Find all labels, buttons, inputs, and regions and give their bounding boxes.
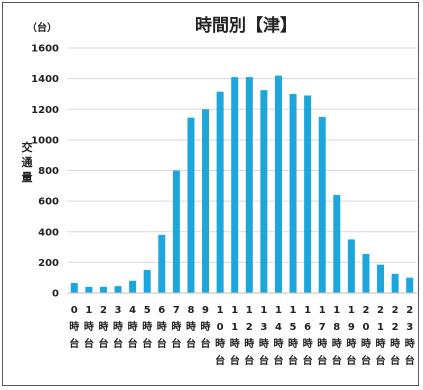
bar-19時台 <box>347 239 355 293</box>
bar-18時台 <box>333 195 341 293</box>
bar-10時台 <box>216 91 224 293</box>
y-axis-label-char: 交 <box>22 140 33 154</box>
y-tick-label: 1200 <box>31 105 59 116</box>
chart-title: 時間別【津】 <box>195 15 297 36</box>
y-tick-label: 200 <box>38 258 59 269</box>
y-tick-label: 0 <box>52 289 59 300</box>
y-tick-label: 400 <box>38 227 59 238</box>
x-tick-label: 9 時台 <box>201 305 211 350</box>
bar-0時台 <box>70 283 78 293</box>
x-tick-label: 8 時台 <box>186 305 196 350</box>
bar-17時台 <box>318 116 326 293</box>
y-axis-label-char: 通 <box>22 156 33 169</box>
bar-chart: 時間別【津】 （台） 交通量 0 200 400 600 800 1000 1200 1400… <box>22 15 417 367</box>
bar-2時台 <box>99 286 107 293</box>
x-tick-label: 2 時台 <box>98 305 108 350</box>
x-tick-label: 1 8 時台 <box>332 305 342 367</box>
x-tick-label: 2 2 時台 <box>390 305 400 367</box>
bar-22時台 <box>391 273 399 293</box>
x-tick-labels: 0 時台 1 時台 2 時台 3 時台 4 時台 5 時台 6 時台 7 時台 8 時台 9 時台 1 0 時台 1 1 時台 1 2… <box>69 305 414 367</box>
x-tick-label: 4 時台 <box>128 305 138 350</box>
bar-16時台 <box>304 95 312 293</box>
bar-14時台 <box>274 75 282 293</box>
bar-23時台 <box>406 277 414 293</box>
x-tick-label: 6 時台 <box>157 305 167 350</box>
chart-frame: 時間別【津】 （台） 交通量 0 200 400 600 800 1000 1200 1400… <box>2 2 419 386</box>
y-tick-label: 1000 <box>31 135 59 146</box>
x-tick-label: 2 0 時台 <box>361 305 371 367</box>
x-tick-label: 1 4 時台 <box>273 305 283 367</box>
bar-7時台 <box>172 170 180 293</box>
x-tick-label: 3 時台 <box>113 305 123 350</box>
y-tick-label: 800 <box>38 166 59 177</box>
x-tick-label: 2 1 時台 <box>376 305 386 367</box>
bar-11時台 <box>231 77 239 293</box>
x-tick-label: 0 時台 <box>69 305 79 350</box>
x-tick-label: 1 5 時台 <box>288 305 298 367</box>
y-tick-label: 600 <box>38 197 59 208</box>
x-tick-label: 1 1 時台 <box>230 305 240 367</box>
y-axis-label-char: 量 <box>22 171 33 184</box>
bars <box>70 75 414 293</box>
gridlines <box>67 47 417 263</box>
bar-12時台 <box>245 77 253 293</box>
x-tick-label: 1 6 時台 <box>303 305 313 367</box>
bar-8時台 <box>187 117 195 293</box>
x-tick-label: 1 0 時台 <box>215 305 225 367</box>
x-tick-label: 2 3 時台 <box>405 305 415 367</box>
bar-21時台 <box>377 264 385 293</box>
bar-6時台 <box>158 234 166 293</box>
bar-9時台 <box>202 109 210 293</box>
x-tick-label: 1 9 時台 <box>346 305 356 367</box>
x-tick-label: 7 時台 <box>171 305 181 350</box>
x-tick-label: 5 時台 <box>142 305 152 350</box>
bar-15時台 <box>289 93 297 293</box>
y-axis-label: 交通量 <box>22 140 33 184</box>
y-unit-label: （台） <box>27 21 57 34</box>
bar-5時台 <box>143 270 151 293</box>
x-tick-label: 1 3 時台 <box>259 305 269 367</box>
bar-1時台 <box>85 286 93 293</box>
x-tick-label: 1 2 時台 <box>244 305 254 367</box>
bar-13時台 <box>260 90 268 293</box>
y-tick-labels: 0 200 400 600 800 1000 1200 1400 1600 <box>31 44 59 300</box>
x-tick-label: 1 7 時台 <box>317 305 327 367</box>
bar-4時台 <box>129 280 137 293</box>
bar-20時台 <box>362 253 370 293</box>
x-tick-label: 1 時台 <box>84 305 94 350</box>
y-tick-label: 1600 <box>31 44 59 55</box>
y-tick-label: 1400 <box>31 74 59 85</box>
bar-3時台 <box>114 286 122 293</box>
